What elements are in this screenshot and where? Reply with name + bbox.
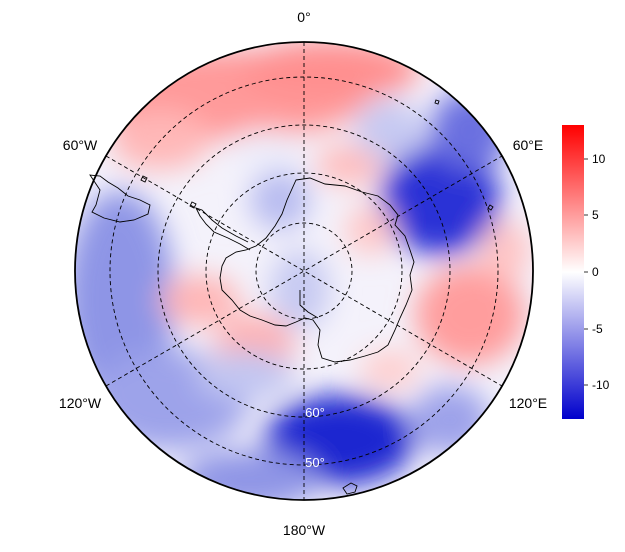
colorbar: 10 5 0 -5 -10 xyxy=(562,125,610,419)
antarctic-peninsula xyxy=(195,207,251,251)
lon-label-60e: 60°E xyxy=(513,137,544,153)
latitude-circle-80 xyxy=(255,222,353,320)
antarctica-coastline xyxy=(219,177,415,363)
colorbar-tick-label: -5 xyxy=(592,322,603,336)
island-small-d xyxy=(434,99,440,105)
new-zealand-fragment xyxy=(342,482,358,495)
lon-label-0: 0° xyxy=(297,9,310,25)
coastlines xyxy=(89,99,494,495)
lon-label-180w: 180°W xyxy=(283,522,326,538)
island-small-c xyxy=(487,204,494,211)
island-small-a xyxy=(140,175,148,183)
lat-label-60: 60° xyxy=(305,405,325,420)
colorbar-gradient xyxy=(562,125,584,419)
colorbar-tick-label: 0 xyxy=(592,265,599,279)
colorbar-tick-label: 5 xyxy=(592,208,599,222)
island-small-b xyxy=(189,201,197,209)
latitude-circle-60 xyxy=(157,124,451,418)
lat-label-50: 50° xyxy=(305,455,325,470)
graticule xyxy=(105,42,503,500)
south-america-tip xyxy=(89,174,151,223)
lon-label-120w: 120°W xyxy=(59,395,102,411)
map-boundary xyxy=(74,41,534,501)
lon-label-120e: 120°E xyxy=(509,395,547,411)
latitude-circle-70 xyxy=(205,172,403,370)
ross-ice-shelf xyxy=(299,290,319,319)
colorbar-ticks xyxy=(584,158,588,386)
lon-label-60w: 60°W xyxy=(63,137,98,153)
anomaly-field xyxy=(75,42,533,500)
colorbar-tick-label: -10 xyxy=(592,378,610,392)
meridian-60w-120e xyxy=(105,155,503,387)
colorbar-tick-label: 10 xyxy=(592,152,606,166)
meridian-120w-60e xyxy=(105,155,503,387)
